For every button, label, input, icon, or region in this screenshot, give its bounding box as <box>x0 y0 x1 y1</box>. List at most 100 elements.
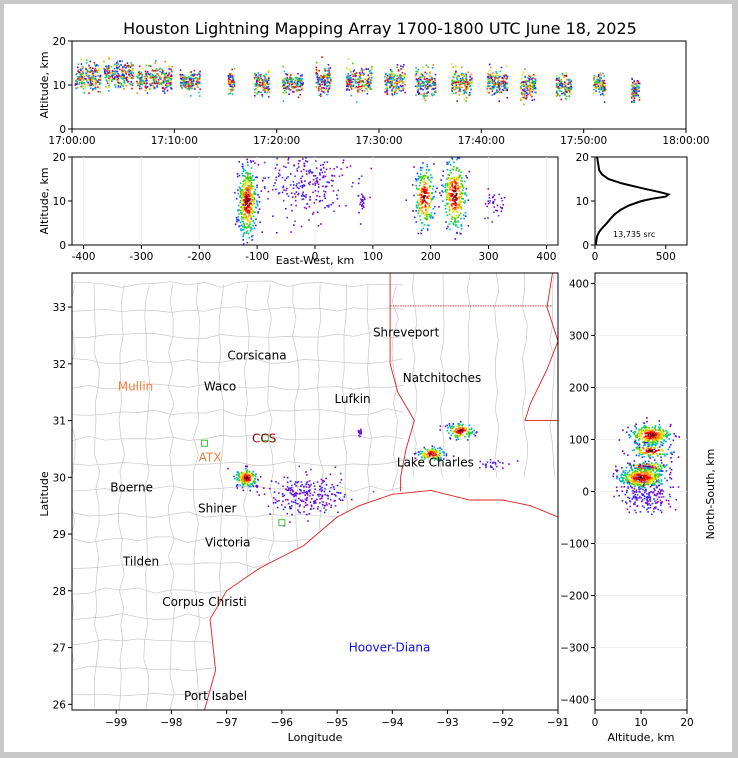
ew-altitude-point <box>449 186 452 189</box>
ns-altitude-point <box>641 438 644 440</box>
ew-altitude-point <box>445 202 448 205</box>
map-ylabel: Latitude <box>38 471 51 517</box>
time-altitude-point <box>199 88 201 90</box>
time-altitude-point <box>401 75 403 78</box>
ew-altitude-point <box>429 197 431 200</box>
time-altitude-point <box>531 95 533 98</box>
time-altitude-point <box>85 78 87 80</box>
ew-altitude-point <box>434 212 436 215</box>
time-altitude-point <box>320 87 323 89</box>
ew-altitude-point <box>458 157 461 159</box>
time-altitude-point <box>637 85 640 88</box>
ew-altitude-point <box>422 162 424 164</box>
ns-altitude-point <box>658 432 660 434</box>
time-altitude-point <box>418 93 420 95</box>
time-altitude-point <box>326 75 329 78</box>
time-altitude-point <box>163 92 166 94</box>
time-altitude-point <box>469 81 472 83</box>
ew-altitude-point <box>420 232 422 235</box>
time-altitude-point <box>231 76 234 78</box>
ew-altitude-point <box>303 184 305 186</box>
plan-view-point <box>419 453 421 455</box>
ew-altitude-point <box>459 174 462 177</box>
time-altitude-point <box>363 90 366 92</box>
ew-altitude-point <box>311 171 314 174</box>
ew-altitude-point <box>245 186 248 189</box>
time-altitude-point <box>487 72 489 75</box>
plan-view-point <box>241 482 244 484</box>
time-altitude-point <box>328 74 331 77</box>
plan-view-point <box>339 472 342 475</box>
ew-altitude-point <box>248 181 250 183</box>
plan-view-point <box>314 488 316 491</box>
time-altitude-point <box>299 93 302 96</box>
time-altitude-point <box>363 73 366 76</box>
time-altitude-point <box>117 77 120 80</box>
time-altitude-point <box>231 88 233 91</box>
time-altitude-point <box>187 77 190 80</box>
ew-altitude-point <box>458 190 460 192</box>
time-altitude-point <box>390 70 393 73</box>
plan-view-point <box>357 431 360 434</box>
parish-line <box>549 273 556 478</box>
ew-altitude-point <box>249 176 252 178</box>
time-altitude-point <box>457 83 460 85</box>
county-line <box>72 434 404 442</box>
time-altitude-point <box>417 82 420 85</box>
time-altitude-point <box>155 70 158 72</box>
time-altitude-point <box>529 94 532 96</box>
plan-view-point <box>276 506 279 509</box>
time-altitude-point <box>320 79 322 82</box>
ew-altitude-point <box>464 202 466 204</box>
ew-altitude-point <box>340 168 342 170</box>
plan-view-point <box>290 505 293 507</box>
ew-altitude-point <box>315 167 318 169</box>
time-altitude-point <box>116 70 119 73</box>
ew-altitude-point <box>425 209 427 212</box>
time-altitude-point <box>144 70 147 73</box>
y-tick-label: 10 <box>576 196 589 208</box>
time-altitude-point <box>267 79 270 81</box>
time-altitude-point <box>136 92 139 95</box>
ns-altitude-point <box>638 438 641 440</box>
time-altitude-point <box>596 81 598 83</box>
time-altitude-point <box>107 82 109 84</box>
ew-altitude-point <box>426 163 429 166</box>
ew-altitude-point <box>454 238 457 240</box>
ew-altitude-point <box>465 175 467 177</box>
time-altitude-point <box>161 71 163 74</box>
time-altitude-point <box>329 67 332 69</box>
ew-altitude-point <box>261 231 264 233</box>
plan-view-point <box>339 481 342 484</box>
ew-altitude-point <box>308 172 310 174</box>
plan-view-point <box>451 425 453 428</box>
time-altitude-point <box>167 74 170 77</box>
ns-altitude-point <box>652 429 654 432</box>
plan-view-point <box>459 431 462 433</box>
time-altitude-point <box>130 62 132 64</box>
ew-altitude-point <box>420 229 423 232</box>
ew-altitude-point <box>415 209 417 212</box>
ew-altitude-point <box>250 161 253 163</box>
plan-view-point <box>461 429 463 432</box>
ew-altitude-point <box>244 198 247 201</box>
time-altitude-point <box>294 86 297 88</box>
time-altitude-point <box>454 81 457 84</box>
time-altitude-point <box>296 81 299 84</box>
ew-altitude-point <box>316 211 319 214</box>
ew-altitude-point <box>453 176 456 179</box>
time-altitude-point <box>428 81 430 84</box>
time-altitude-point <box>154 69 156 72</box>
plan-view-point <box>299 488 301 491</box>
time-altitude-point <box>401 85 404 87</box>
ew-altitude-point <box>336 197 339 200</box>
time-altitude-point <box>525 83 528 86</box>
plan-view-point <box>330 506 332 509</box>
ew-altitude-point <box>311 213 314 215</box>
time-altitude-point <box>158 76 161 78</box>
ns-altitude-point <box>645 426 648 429</box>
ew-altitude-point <box>303 165 306 168</box>
time-altitude-point <box>90 84 93 86</box>
ew-altitude-point <box>458 202 461 205</box>
time-altitude-point <box>464 80 467 83</box>
